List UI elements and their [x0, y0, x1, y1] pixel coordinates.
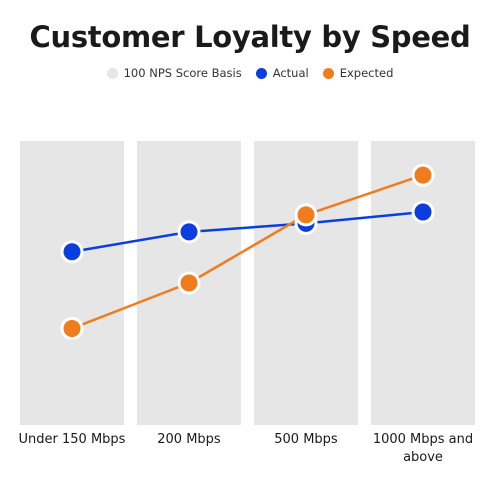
legend-item-actual: Actual — [255, 66, 309, 80]
expected-point-3 — [411, 163, 435, 187]
legend-label-basis: 100 NPS Score Basis — [123, 66, 242, 80]
x-tick-label-2: 500 Mbps — [274, 432, 338, 447]
x-tick-label-3: 1000 Mbps and above — [373, 432, 473, 465]
legend-item-expected: Expected — [322, 66, 394, 80]
legend: 100 NPS Score Basis Actual Expected — [0, 66, 500, 80]
x-tick-label-0: Under 150 Mbps — [19, 432, 126, 447]
legend-label-actual: Actual — [272, 66, 309, 80]
basis-bar-2 — [254, 141, 358, 425]
expected-point-2 — [294, 203, 318, 227]
legend-label-expected: Expected — [339, 66, 394, 80]
basis-bar-0 — [20, 141, 124, 425]
actual-point-3 — [411, 200, 435, 224]
x-tick-label-1: 200 Mbps — [157, 432, 221, 447]
actual-point-0 — [60, 240, 84, 264]
basis-bar-3 — [371, 141, 475, 425]
legend-item-basis: 100 NPS Score Basis — [106, 66, 242, 80]
legend-swatch-expected — [322, 67, 334, 79]
expected-point-0 — [60, 316, 84, 340]
legend-swatch-actual — [255, 67, 267, 79]
expected-line — [71, 173, 424, 330]
actual-point-1 — [177, 220, 201, 244]
legend-swatch-basis — [106, 67, 118, 79]
actual-line — [71, 210, 424, 253]
chart-title: Customer Loyalty by Speed — [29, 20, 471, 54]
expected-point-1 — [177, 271, 201, 295]
